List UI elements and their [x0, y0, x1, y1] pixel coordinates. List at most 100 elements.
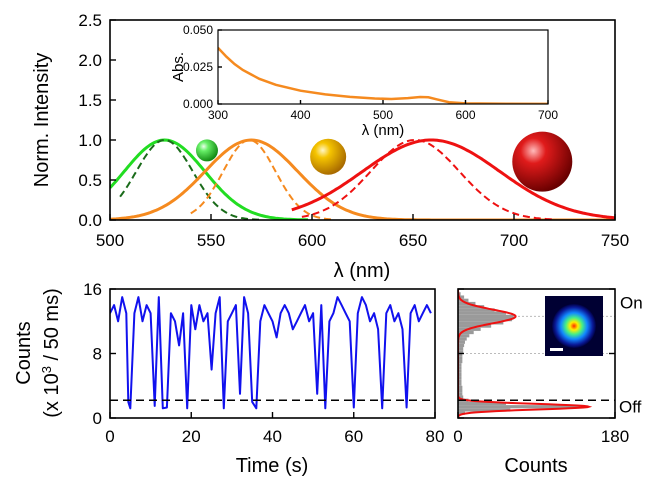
histogram-bar: [458, 330, 474, 335]
psf-bright-spot: [552, 304, 596, 348]
histogram-y-ticks: [458, 288, 615, 419]
histogram-bar: [458, 308, 495, 312]
trace-xticks-label: 40: [263, 427, 282, 446]
gold-nanoparticle-sphere: [310, 138, 347, 175]
trace-y-axis-title-line1: Counts: [13, 321, 35, 384]
spectra-xticks-label: 750: [601, 231, 629, 250]
spectra-xticks-label: 550: [197, 231, 225, 250]
histogram-bar: [458, 311, 506, 315]
inset-y-axis-title: Abs.: [170, 52, 187, 82]
histogram-bar: [458, 324, 492, 328]
spectrum-series-0: [110, 138, 309, 220]
inset-xticks-label: 600: [455, 108, 475, 122]
on-state-label: On: [620, 293, 643, 312]
spectra-plot-frame: [109, 19, 616, 221]
spectra-yticks-label: 1.0: [78, 131, 102, 150]
spectra-x-ticks: 500 550 600 650 700 750: [96, 214, 629, 250]
histogram-bar: [458, 411, 465, 415]
histogram-bar: [458, 379, 462, 383]
nanoparticle-spheres: [195, 131, 573, 192]
spectra-yticks-label: 1.5: [78, 91, 102, 110]
histogram-bar: [458, 321, 504, 325]
inset-xticks-label: 400: [290, 108, 310, 122]
inset-xticks-label: 300: [208, 108, 228, 122]
trace-xticks-label: 80: [426, 427, 445, 446]
histogram-bar: [458, 401, 506, 406]
spectra-xticks-label: 700: [500, 231, 528, 250]
inset-y-ticks: 0.000 0.025 0.050: [183, 23, 222, 111]
spectra-yticks-label: 0.0: [78, 211, 102, 230]
trace-yticks-label: 16: [83, 280, 102, 299]
absorbance-series: [218, 46, 548, 104]
absorbance-series-group: [218, 46, 548, 104]
trace-x-ticks: 0 20 40 60 80: [105, 412, 444, 446]
spectrum-series-2: [110, 138, 615, 220]
histogram-bar: [458, 366, 462, 370]
histogram-x-axis-title: Counts: [504, 455, 567, 477]
spectra-y-ticks: 0.0 0.5 1.0 1.5 2.0 2.5: [78, 11, 116, 230]
histogram-bar: [458, 295, 465, 299]
histogram-bar: [458, 395, 464, 399]
trace-y-axis-title-prefix: (x 10: [41, 373, 63, 417]
histogram-bar: [458, 372, 462, 377]
trace-series-group: [110, 296, 432, 410]
hist-xticks-label: 0: [453, 427, 462, 446]
spectrum-series-1: [119, 138, 262, 220]
spectra-xticks-label: 650: [399, 231, 427, 250]
inset-x-ticks: 300 400 500 600 700: [208, 100, 558, 122]
trace-yticks-label: 8: [93, 345, 102, 364]
green-nanoparticle-sphere: [195, 139, 218, 162]
histogram-bar: [458, 405, 581, 409]
histogram-bar: [458, 363, 462, 367]
spectra-yticks-label: 0.5: [78, 171, 102, 190]
histogram-bar: [458, 382, 462, 386]
blinking-trace-series: [110, 296, 432, 410]
histogram-bar: [458, 334, 470, 338]
trace-yticks-label: 0: [93, 409, 102, 428]
hist-xticks-label: 180: [601, 427, 629, 446]
histogram-bar: [458, 347, 464, 351]
histogram-bar: [458, 343, 465, 348]
spectrum-series-3: [190, 138, 333, 220]
histogram-bar: [458, 356, 463, 360]
histogram-bar: [458, 392, 463, 396]
blinking-trace-panel: 0 20 40 60 80 0 8 16 Time (s) Counts (x 103 / …: [13, 280, 444, 477]
trace-xticks-label: 0: [105, 427, 114, 446]
spectra-xticks-label: 600: [298, 231, 326, 250]
histogram-x-ticks: 0 180: [453, 412, 629, 446]
spectrum-series-5: [301, 138, 555, 220]
trace-y-axis-title-sup: 3: [39, 366, 54, 373]
histogram-bar: [458, 376, 462, 380]
spectra-xticks-label: 500: [96, 231, 124, 250]
psf-scale-bar: [550, 348, 563, 351]
histogram-bar: [458, 318, 513, 322]
inset-yticks-label: 0.050: [183, 23, 213, 37]
spectra-y-axis-title: Norm. Intensity: [31, 53, 53, 187]
trace-xticks-label: 20: [182, 427, 201, 446]
spectrum-series-4: [291, 138, 615, 220]
trace-y-axis-title-suffix: / 50 ms): [41, 288, 63, 366]
histogram-bar: [458, 337, 467, 341]
histogram-bar: [458, 408, 511, 412]
histogram-bar: [458, 353, 463, 357]
red-nanoparticle-sphere: [512, 131, 573, 192]
trace-x-axis-title: Time (s): [236, 455, 309, 477]
histogram-bar: [458, 359, 463, 364]
psf-image-inset: [545, 296, 603, 356]
histogram-bar: [458, 305, 485, 309]
spectra-yticks-label: 2.5: [78, 11, 102, 30]
histogram-bar: [458, 340, 465, 344]
trace-y-ticks: 0 8 16: [83, 280, 116, 428]
spectra-yticks-label: 2.0: [78, 51, 102, 70]
emission-spectra-panel: 500 550 600 650 700 750 0.0 0.5 1.0 1.5 2.0 2.5 λ …: [31, 11, 629, 282]
inset-background: [218, 30, 548, 104]
spectra-x-axis-title: λ (nm): [334, 260, 391, 282]
histogram-bar: [458, 385, 463, 389]
trace-xticks-label: 60: [344, 427, 363, 446]
spectra-series-group: [110, 138, 615, 220]
histogram-bar: [458, 388, 463, 393]
histogram-bar: [458, 292, 461, 296]
inset-x-axis-title: λ (nm): [362, 122, 405, 139]
inset-yticks-label: 0.025: [183, 60, 213, 74]
